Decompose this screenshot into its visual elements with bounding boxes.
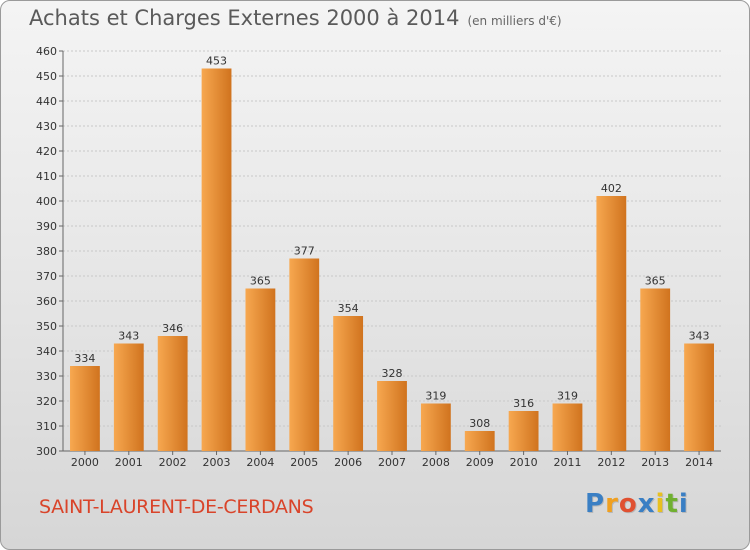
x-tick-label-2007: 2007 [378, 456, 406, 469]
value-label-2013: 365 [645, 275, 666, 288]
x-tick-label-2004: 2004 [246, 456, 274, 469]
y-tick-label: 340 [36, 345, 57, 358]
bar-2014 [684, 343, 714, 451]
y-tick-label: 410 [36, 170, 57, 183]
value-label-2010: 316 [513, 397, 534, 410]
value-label-2012: 402 [601, 182, 622, 195]
y-tick-label: 320 [36, 395, 57, 408]
y-tick-label: 390 [36, 220, 57, 233]
bar-2012 [596, 196, 627, 451]
x-tick-label-2001: 2001 [115, 456, 143, 469]
logo-letter: i [655, 489, 666, 519]
bar-2000 [70, 366, 100, 451]
labels: 334 343 346 453 365 377 354 328 319 308 316 319 402 3… [74, 55, 709, 431]
bar-2002 [157, 336, 188, 451]
bar-2010 [508, 411, 539, 451]
value-label-2007: 328 [382, 367, 403, 380]
y-tick-label: 370 [36, 270, 57, 283]
value-label-2001: 343 [118, 330, 139, 343]
x-tick-label-2014: 2014 [685, 456, 713, 469]
y-tick-label: 310 [36, 420, 57, 433]
y-tick-label: 420 [36, 145, 57, 158]
value-label-2004: 365 [250, 275, 271, 288]
bar-2007 [377, 381, 407, 451]
value-label-2005: 377 [294, 245, 315, 258]
bars [70, 68, 714, 451]
logo-letter: i [678, 489, 689, 519]
y-tick-label: 450 [36, 70, 57, 83]
logo-letter: t [665, 489, 679, 519]
logo-letter: P [585, 489, 606, 519]
value-label-2000: 334 [74, 352, 95, 365]
x-tick-label-2010: 2010 [510, 456, 538, 469]
value-label-2014: 343 [689, 330, 710, 343]
x-tick-label-2012: 2012 [597, 456, 625, 469]
x-tick-label-2013: 2013 [641, 456, 669, 469]
x-tick-label-2011: 2011 [553, 456, 581, 469]
bar-2013 [640, 288, 671, 451]
chart-title-text: Achats et Charges Externes 2000 à 2014 [29, 6, 460, 30]
value-label-2003: 453 [206, 55, 227, 68]
value-label-2009: 308 [469, 417, 490, 430]
logo-letter: o [618, 489, 638, 519]
y-tick-label: 440 [36, 95, 57, 108]
value-label-2008: 319 [425, 390, 446, 403]
y-tick-label: 360 [36, 295, 57, 308]
chart-subtitle: (en milliers d'€) [467, 14, 562, 28]
bar-2001 [113, 343, 144, 451]
x-tick-label-2005: 2005 [290, 456, 318, 469]
value-label-2006: 354 [338, 302, 359, 315]
y-tick-label: 460 [36, 45, 57, 58]
y-tick-label: 400 [36, 195, 57, 208]
x-tick-label-2009: 2009 [466, 456, 494, 469]
bar-2006 [333, 316, 364, 451]
chart-title: Achats et Charges Externes 2000 à 2014 (e… [29, 6, 562, 30]
logo-letter: r [605, 489, 619, 519]
logo-letter: x [637, 489, 656, 519]
bar-2004 [245, 288, 276, 451]
commune-name: SAINT-LAURENT-DE-CERDANS [39, 496, 314, 518]
x-tick-label-2006: 2006 [334, 456, 362, 469]
y-tick-label: 350 [36, 320, 57, 333]
x-tick-label-2000: 2000 [71, 456, 99, 469]
bar-2005 [289, 258, 320, 451]
y-tick-label: 300 [36, 445, 57, 458]
y-tick-label: 430 [36, 120, 57, 133]
y-tick-label: 380 [36, 245, 57, 258]
bar-2008 [420, 403, 451, 451]
value-label-2002: 346 [162, 322, 183, 335]
bar-2009 [464, 431, 495, 451]
x-tick-label-2003: 2003 [203, 456, 231, 469]
bar-2003 [201, 68, 232, 451]
value-label-2011: 319 [557, 390, 578, 403]
x-tick-label-2008: 2008 [422, 456, 450, 469]
x-tick-label-2002: 2002 [159, 456, 187, 469]
bar-2011 [552, 403, 583, 451]
proxiti-logo: Proxiti [585, 489, 689, 519]
y-tick-label: 330 [36, 370, 57, 383]
